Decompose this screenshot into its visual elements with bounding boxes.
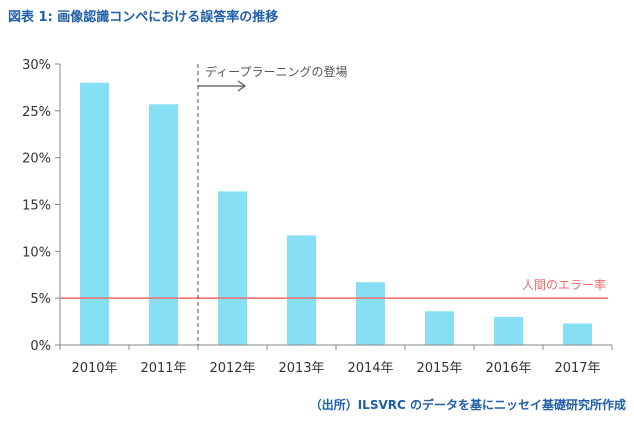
y-tick-label: 0% [30, 339, 51, 354]
chart-title: 図表 1: 画像認識コンペにおける誤答率の推移 [8, 10, 279, 25]
bar-2012年 [218, 191, 247, 345]
y-tick-label: 5% [30, 292, 51, 307]
annotation-group: ディープラーニングの登場 [197, 64, 347, 345]
x-tick-label: 2011年 [140, 361, 186, 376]
bars [80, 82, 592, 345]
y-tick-label: 10% [22, 245, 51, 260]
reference-line-group: 人間のエラー率 [60, 277, 608, 299]
bar-2017年 [563, 323, 592, 345]
y-tick-label: 15% [22, 199, 51, 214]
y-tick-label: 30% [22, 58, 51, 73]
y-tick-label: 25% [22, 105, 51, 120]
bar-2010年 [80, 82, 109, 345]
arrow-right-icon [237, 80, 247, 92]
x-tick-label: 2017年 [554, 361, 600, 376]
y-tick-label: 20% [22, 152, 51, 167]
x-tick-label: 2015年 [416, 361, 462, 376]
x-tick-label: 2016年 [485, 361, 531, 376]
bar-2016年 [494, 316, 523, 345]
source-note: （出所）ILSVRC のデータを基にニッセイ基礎研究所作成 [309, 398, 626, 412]
y-axis: 0% 5% 10% 15% 20% 25% 30% [22, 58, 61, 354]
bar-2011年 [149, 104, 178, 345]
bar-2015年 [425, 311, 454, 345]
x-tick-label: 2014年 [347, 361, 393, 376]
human-error-label: 人間のエラー率 [522, 277, 606, 292]
x-tick-label: 2010年 [71, 361, 117, 376]
bar-2013年 [287, 235, 316, 345]
x-tick-label: 2012年 [209, 361, 255, 376]
x-axis: 2010年 2011年 2012年 2013年 2014年 2015年 2016年 2017年 [59, 344, 613, 376]
bar-2014年 [356, 282, 385, 345]
deep-learning-label: ディープラーニングの登場 [205, 64, 347, 79]
x-tick-label: 2013年 [278, 361, 324, 376]
